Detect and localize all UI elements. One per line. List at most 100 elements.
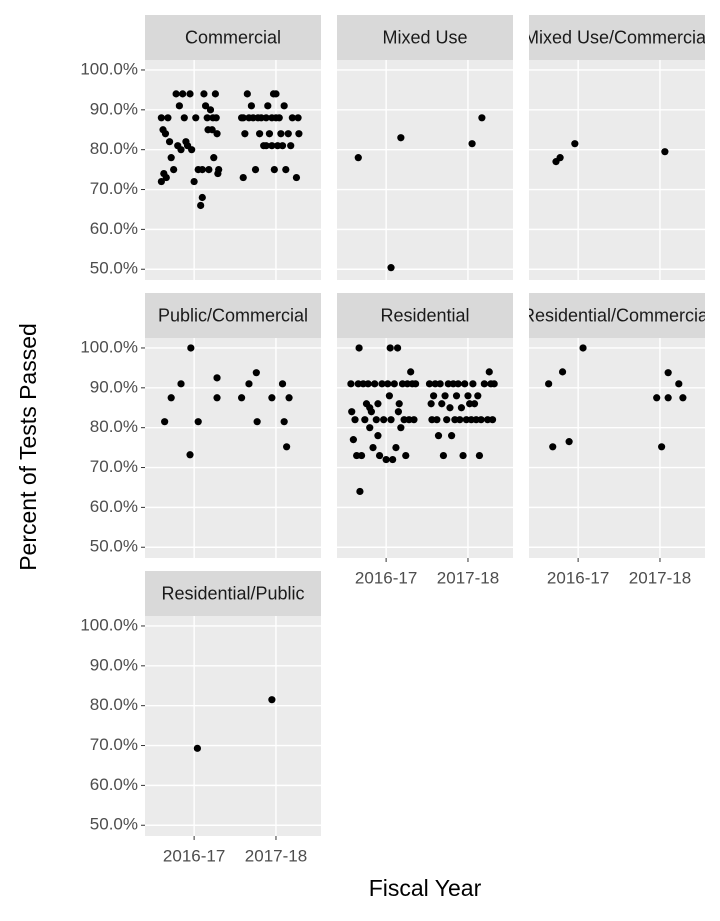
point: [253, 418, 261, 426]
point: [295, 130, 303, 138]
point: [470, 400, 479, 408]
x-tick-label: 2017-18: [245, 846, 307, 865]
y-tick-label: 70.0%: [90, 179, 138, 198]
point: [210, 154, 218, 162]
strip-title: Residential/Public: [161, 583, 304, 603]
point: [390, 380, 398, 388]
point: [165, 138, 174, 146]
point: [427, 400, 435, 408]
y-tick-label: 70.0%: [90, 457, 138, 476]
point: [172, 90, 180, 98]
point: [188, 146, 196, 154]
point: [351, 416, 359, 424]
point: [387, 416, 395, 424]
point: [679, 394, 687, 402]
point: [282, 166, 290, 174]
point: [425, 380, 434, 388]
point: [664, 369, 672, 377]
panel: [337, 60, 513, 280]
point: [653, 394, 661, 402]
x-tick-label: 2017-18: [629, 568, 691, 587]
y-tick-label: 60.0%: [90, 219, 138, 238]
point: [378, 380, 386, 388]
point: [369, 444, 377, 452]
point: [441, 392, 449, 400]
point: [201, 102, 210, 110]
y-tick-label: 90.0%: [90, 377, 138, 396]
point: [411, 380, 420, 388]
point: [157, 177, 165, 186]
point: [380, 416, 388, 424]
y-tick-label: 100.0%: [80, 615, 138, 634]
y-tick-label: 90.0%: [90, 655, 138, 674]
strip: [145, 15, 321, 60]
y-tick-label: 50.0%: [90, 259, 138, 278]
point: [194, 418, 202, 426]
strip-title: Public/Commercial: [158, 305, 308, 325]
strip-title: Residential/Commercial: [522, 305, 712, 325]
point: [193, 744, 201, 752]
point: [214, 169, 222, 178]
point: [395, 400, 403, 408]
point: [204, 126, 212, 134]
y-tick-label: 100.0%: [80, 337, 138, 356]
point: [292, 173, 301, 182]
point: [161, 130, 170, 138]
point: [205, 166, 213, 174]
point: [239, 173, 247, 182]
point: [265, 130, 274, 138]
point: [468, 140, 476, 148]
point: [270, 166, 278, 174]
point: [393, 344, 402, 352]
panel: [145, 338, 321, 558]
point: [372, 416, 380, 424]
panel: [529, 338, 705, 558]
point: [354, 154, 362, 162]
x-tick-label: 2016-17: [547, 568, 609, 587]
point: [374, 400, 382, 408]
point: [545, 380, 553, 388]
point: [397, 134, 405, 142]
point: [180, 114, 188, 122]
point: [456, 416, 464, 424]
point: [280, 418, 288, 426]
point: [213, 374, 221, 382]
point: [186, 90, 194, 98]
point: [485, 368, 493, 376]
point: [565, 438, 573, 446]
point: [664, 394, 672, 402]
y-tick-label: 50.0%: [90, 815, 138, 834]
point: [355, 344, 363, 352]
point: [661, 148, 669, 156]
point: [243, 90, 251, 98]
strip-title: Residential: [380, 305, 469, 325]
y-tick-label: 80.0%: [90, 417, 138, 436]
x-tick-label: 2016-17: [355, 568, 417, 587]
point: [277, 130, 285, 138]
point: [237, 394, 246, 402]
point: [675, 380, 683, 388]
point: [457, 404, 466, 412]
point: [402, 451, 410, 460]
point: [658, 443, 666, 451]
point: [438, 400, 446, 408]
point: [283, 443, 291, 451]
point: [439, 451, 448, 460]
point: [177, 146, 185, 154]
point: [175, 102, 183, 110]
point: [157, 114, 165, 122]
point: [571, 140, 579, 148]
point: [579, 344, 587, 352]
point: [459, 451, 467, 460]
point: [394, 408, 402, 416]
strip: [529, 15, 705, 60]
point: [164, 114, 172, 122]
point: [490, 380, 498, 388]
point: [262, 142, 270, 150]
point: [349, 436, 357, 444]
point: [213, 394, 221, 402]
point: [241, 130, 249, 138]
point: [198, 166, 206, 174]
strip-title: Mixed Use/Commercial: [524, 27, 710, 47]
y-tick-label: 80.0%: [90, 695, 138, 714]
